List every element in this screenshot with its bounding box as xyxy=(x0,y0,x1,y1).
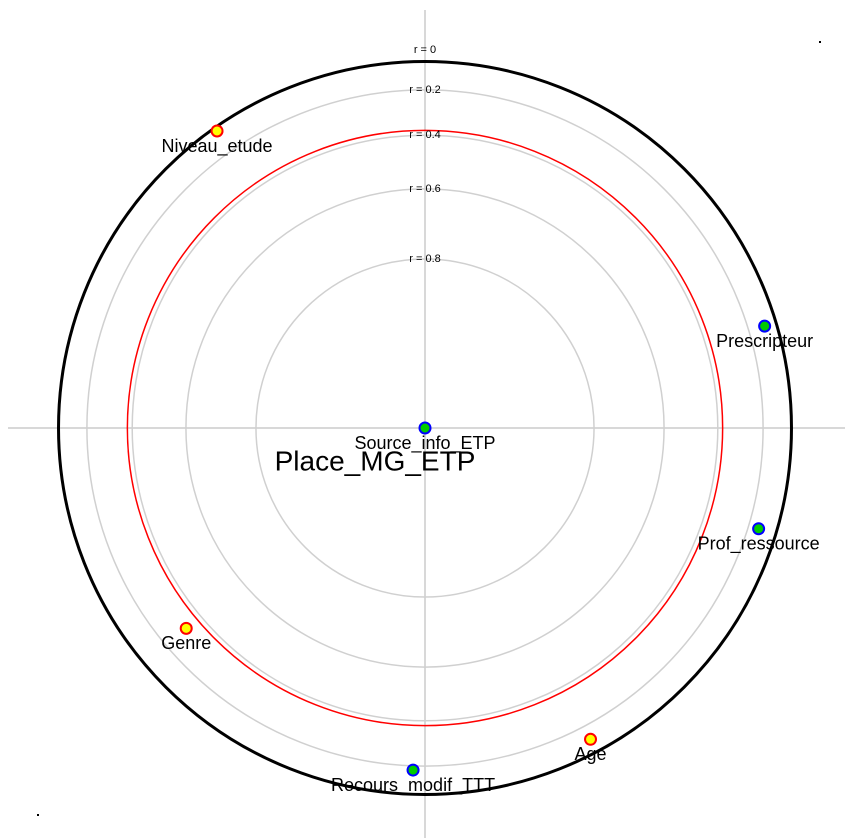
point xyxy=(179,621,193,635)
grid-circle xyxy=(255,258,595,598)
r-tick-label: r = 0 xyxy=(414,44,436,56)
point-label: Recours_modif_TTT xyxy=(331,775,495,796)
point-label: Prescripteur xyxy=(716,331,813,351)
grid-circle xyxy=(185,188,665,668)
point xyxy=(406,763,420,777)
point xyxy=(418,421,432,435)
dot xyxy=(819,41,821,43)
r-tick-label: r = 0.6 xyxy=(409,183,441,195)
r-tick-label: r = 0.8 xyxy=(409,253,441,265)
r-tick-label: r = 0.4 xyxy=(409,129,441,141)
point-label: Age xyxy=(575,744,607,764)
point xyxy=(210,124,224,138)
point-label: Source_info_ETP xyxy=(354,433,495,454)
grid-circle xyxy=(131,134,719,722)
center-label: Place_MG_ETP xyxy=(275,445,476,476)
point-label: Niveau_etude xyxy=(161,136,272,157)
point-label: Genre xyxy=(161,633,211,653)
point xyxy=(752,522,766,536)
point xyxy=(584,732,598,746)
reference-circle xyxy=(57,60,793,796)
point xyxy=(758,319,772,333)
point-label: Prof_ressource xyxy=(698,533,820,554)
r-tick-label: r = 0.2 xyxy=(409,84,441,96)
grid-circle xyxy=(86,89,764,767)
reference-circle xyxy=(126,129,724,727)
dot xyxy=(37,814,39,816)
